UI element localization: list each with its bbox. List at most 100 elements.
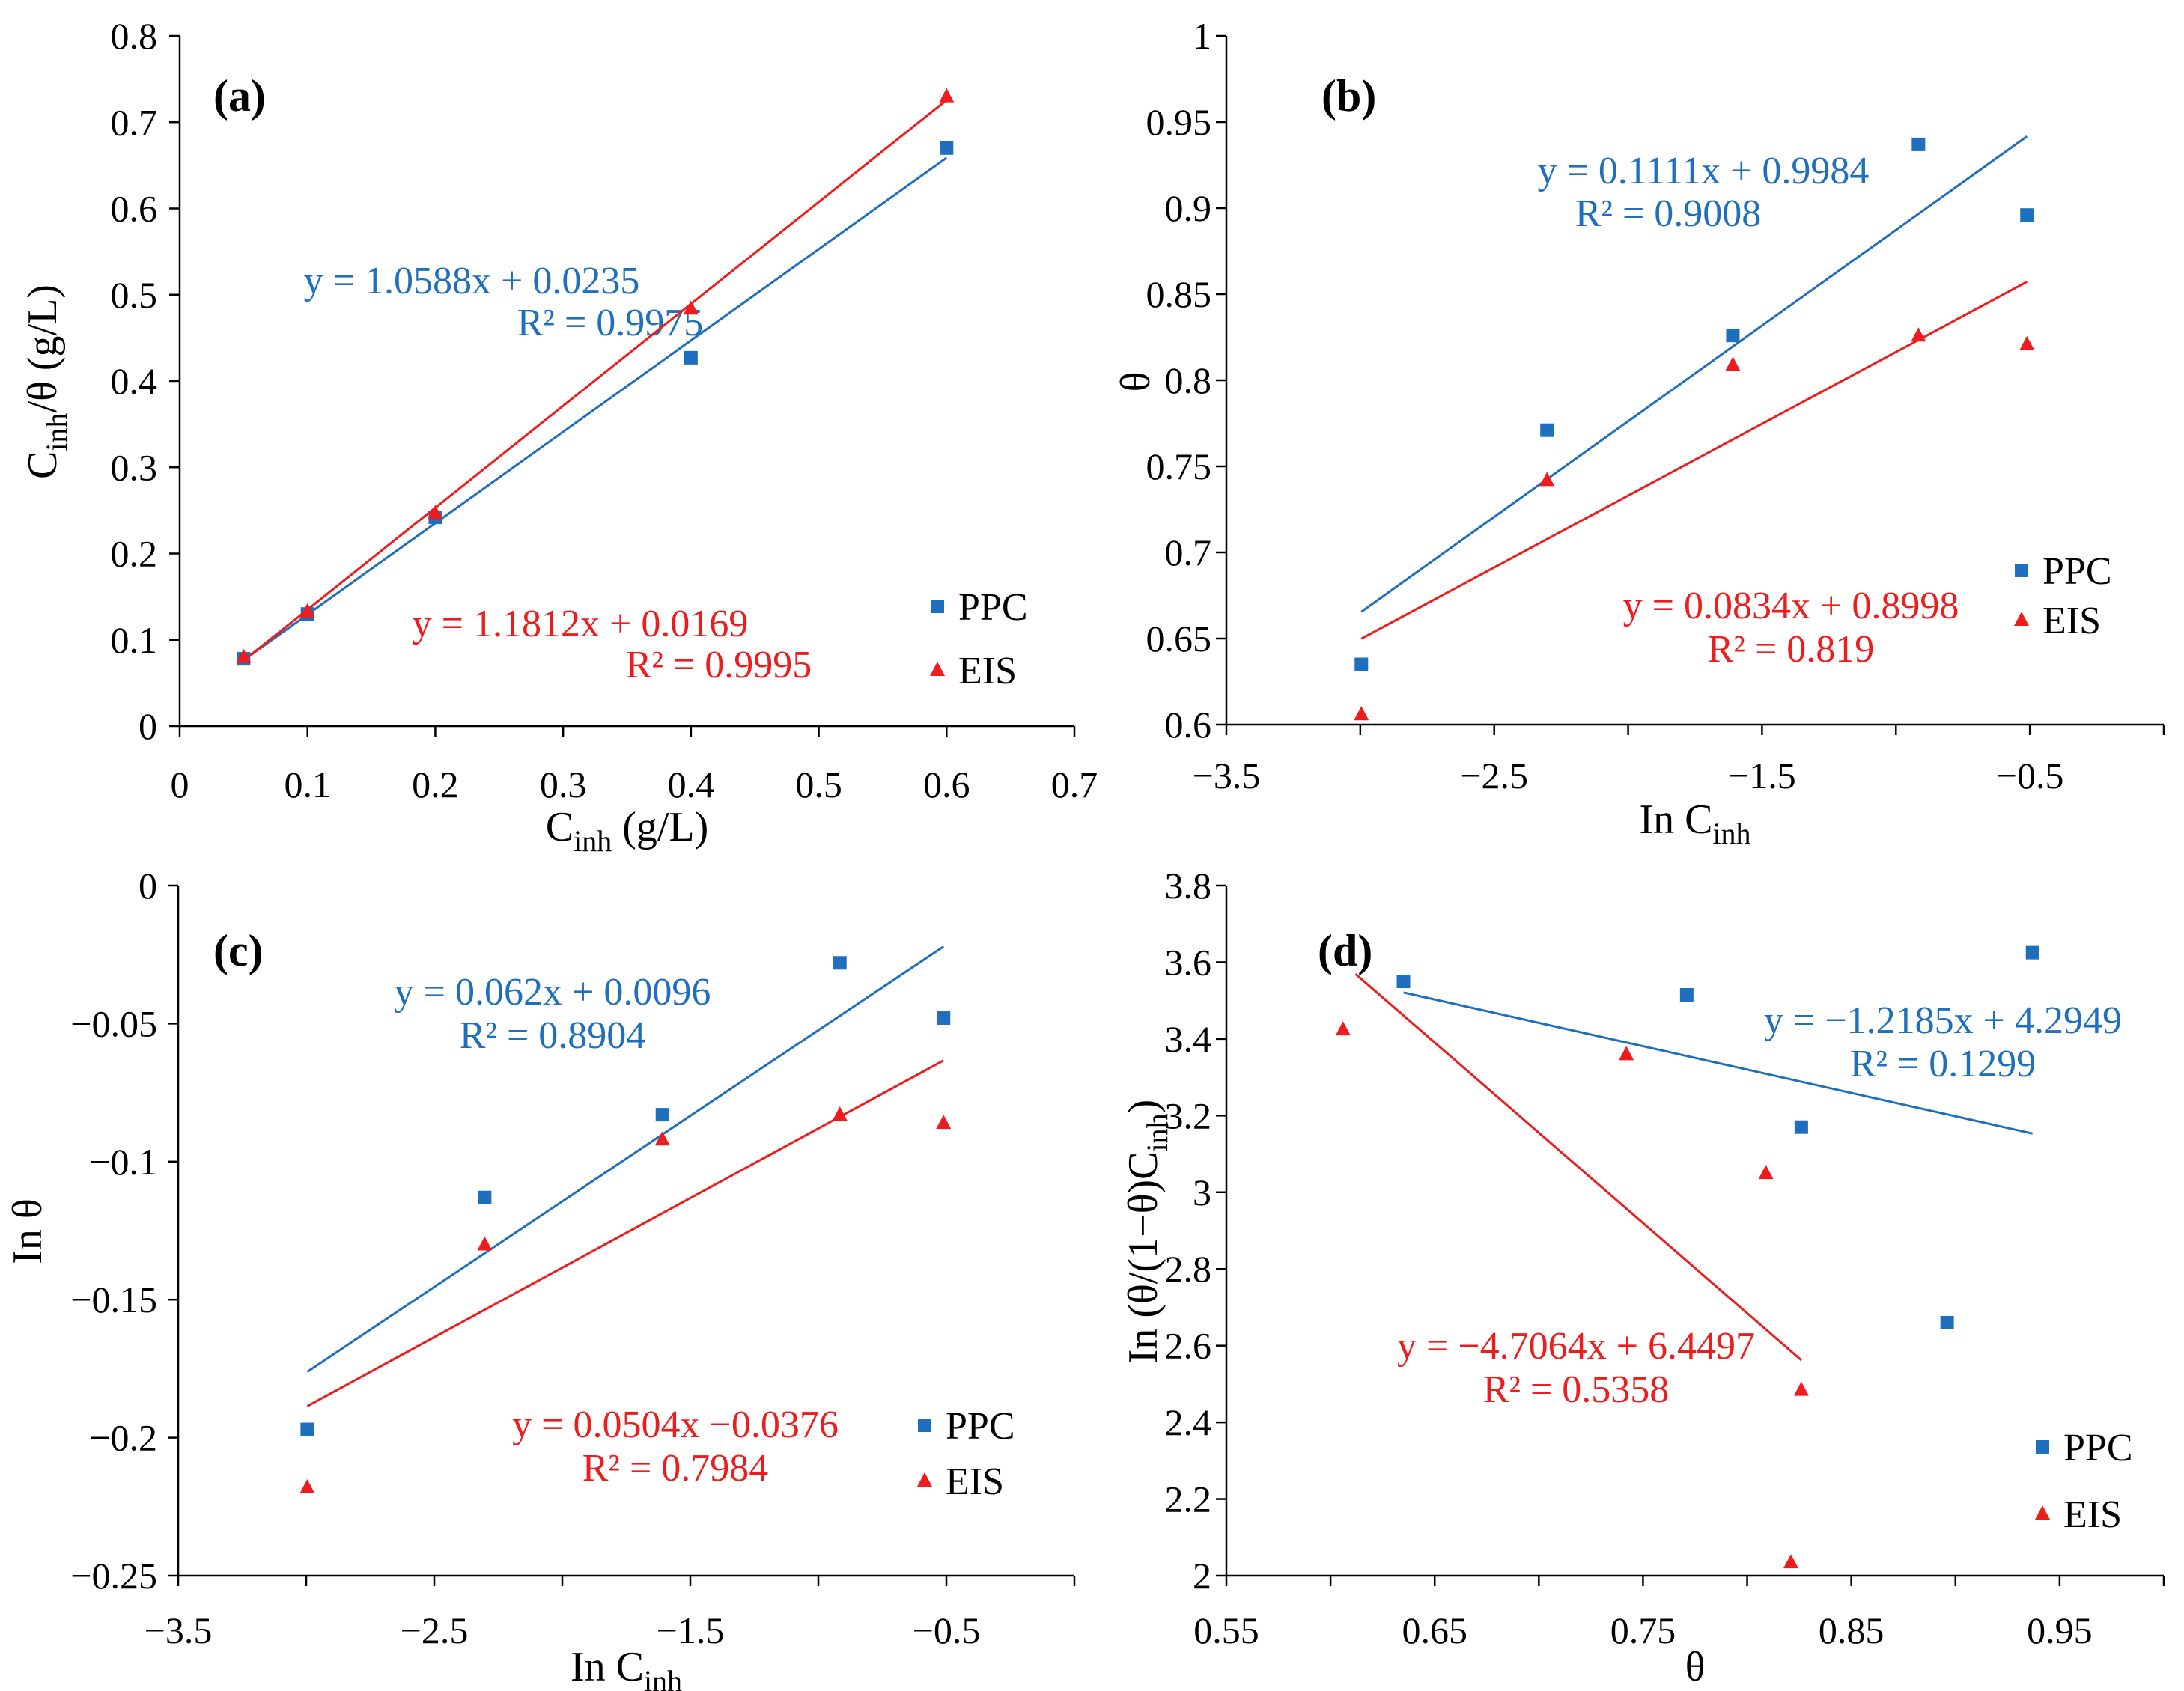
eis-r-squared: R² = 0.819 bbox=[1708, 628, 1875, 671]
eis-equation: y = 1.1812x + 0.0169 bbox=[413, 603, 749, 645]
panel-label: (a) bbox=[213, 71, 266, 121]
legend-marker-ppc bbox=[2036, 1440, 2049, 1454]
legend-label-eis: EIS bbox=[2063, 1493, 2122, 1536]
eis-equation: y = 0.0834x + 0.8998 bbox=[1623, 585, 1959, 627]
ppc-equation: y = 0.1111x + 0.9984 bbox=[1538, 150, 1870, 192]
y-tick-label: 0.6 bbox=[1165, 704, 1212, 746]
y-axis-title: In (θ/(1−θ)Cinh) bbox=[1120, 1100, 1174, 1364]
legend: PPC EIS bbox=[930, 586, 1028, 692]
y-tick-label: 3.4 bbox=[1165, 1018, 1212, 1060]
ppc-point bbox=[684, 350, 698, 365]
panel-b: −3.5 −2.5 −1.5 −0.5 0.6 0.65 0.7 0.75 0.8 0.85 0.9… bbox=[1113, 15, 2165, 850]
legend-marker-ppc bbox=[2015, 564, 2028, 577]
y-tick-label: 0.75 bbox=[1146, 445, 1212, 487]
ppc-point bbox=[2025, 945, 2039, 960]
eis-point bbox=[1783, 1554, 1798, 1569]
x-axis-title: In Cinh bbox=[571, 1644, 682, 1691]
eis-point bbox=[477, 1236, 493, 1251]
legend-label-eis: EIS bbox=[2042, 600, 2101, 642]
x-axis-title-rest: (g/L) bbox=[612, 804, 708, 850]
y-axis-title-main: C bbox=[19, 451, 66, 479]
y-tick-label: 2.8 bbox=[1165, 1248, 1212, 1290]
y-tick-label: 0.3 bbox=[111, 446, 158, 488]
x-tick-label: −2.5 bbox=[1460, 755, 1528, 796]
eis-point bbox=[299, 603, 315, 618]
ppc-point bbox=[2020, 208, 2034, 222]
eis-r-squared: R² = 0.9995 bbox=[626, 644, 812, 686]
eis-point bbox=[832, 1106, 848, 1121]
ppc-r-squared: R² = 0.8904 bbox=[460, 1014, 646, 1057]
x-tick-label: −3.5 bbox=[1193, 755, 1261, 796]
ppc-trendline bbox=[243, 156, 948, 662]
y-tick-label: 0.65 bbox=[1146, 618, 1212, 659]
panel-c: −3.5 −2.5 −1.5 −0.5 −0.25 −0.2 −0.15 −0.1 −0.05 0… bbox=[4, 865, 1076, 1691]
ppc-r-squared: R² = 0.9008 bbox=[1575, 192, 1762, 235]
legend-marker-eis bbox=[2014, 612, 2029, 626]
x-tick-label: 0.85 bbox=[1819, 1609, 1885, 1651]
x-axis-title-subscript: inh bbox=[1712, 817, 1750, 850]
legend-label-ppc: PPC bbox=[946, 1405, 1015, 1448]
y-axis-title: Cinh/θ (g/L) bbox=[19, 284, 73, 479]
ppc-point bbox=[300, 1422, 314, 1436]
panel-label: (b) bbox=[1321, 71, 1376, 121]
y-tick-label: 0 bbox=[139, 865, 157, 907]
y-axis-title-rest: /θ (g/L) bbox=[19, 284, 66, 412]
ppc-point bbox=[655, 1108, 669, 1122]
ppc-point bbox=[1540, 423, 1554, 437]
y-axis-title-subscript: inh bbox=[40, 412, 73, 451]
x-axis-title-main: θ bbox=[1685, 1644, 1706, 1690]
y-tick-label: 1 bbox=[1193, 15, 1211, 57]
legend-marker-eis bbox=[2035, 1505, 2050, 1520]
ppc-point bbox=[1794, 1120, 1808, 1134]
x-tick-label: 0.2 bbox=[412, 764, 459, 805]
eis-point bbox=[2019, 335, 2035, 350]
panel-d: 0.55 0.65 0.75 0.85 0.95 2 2.2 2.4 2.6 2.8 3 3.2 3.4… bbox=[1120, 865, 2165, 1690]
ppc-trendline bbox=[1360, 135, 2028, 613]
y-axis-title-main: In (θ/(1−θ)C bbox=[1120, 1152, 1166, 1364]
eis-point bbox=[939, 88, 955, 103]
y-tick-label: 0.8 bbox=[1165, 359, 1212, 401]
legend-marker-eis bbox=[930, 662, 945, 676]
eis-point bbox=[236, 648, 252, 663]
y-axis-title-subscript: inh bbox=[1140, 1113, 1174, 1151]
eis-equation: y = −4.7064x + 6.4497 bbox=[1397, 1325, 1755, 1368]
legend: PPC EIS bbox=[917, 1405, 1015, 1503]
y-tick-label: 0.7 bbox=[111, 101, 158, 143]
x-tick-label: 0.95 bbox=[2027, 1609, 2093, 1651]
x-tick-label: 0.3 bbox=[540, 764, 587, 805]
x-tick-label: 0.65 bbox=[1402, 1609, 1467, 1651]
ppc-r-squared: R² = 0.9975 bbox=[517, 302, 704, 344]
x-tick-label: −0.5 bbox=[1996, 755, 2064, 796]
x-axis-title: In Cinh bbox=[1639, 796, 1750, 850]
ppc-point bbox=[937, 1011, 951, 1026]
ppc-point bbox=[833, 956, 847, 970]
y-tick-label: 0.1 bbox=[111, 619, 158, 661]
eis-point bbox=[299, 1478, 315, 1493]
y-tick-label: 0.8 bbox=[111, 15, 158, 57]
y-tick-label: 0.85 bbox=[1146, 273, 1212, 315]
x-tick-label: 0.6 bbox=[923, 764, 970, 805]
legend: PPC EIS bbox=[2035, 1427, 2133, 1536]
eis-point bbox=[1758, 1165, 1774, 1180]
ppc-trendline bbox=[1403, 991, 2034, 1135]
y-axis-title: In θ bbox=[4, 1198, 51, 1264]
y-axis-title: θ bbox=[1113, 372, 1159, 392]
eis-point bbox=[1725, 356, 1741, 371]
y-axis-title-rest: ) bbox=[1120, 1100, 1166, 1114]
panel-label: (d) bbox=[1318, 926, 1372, 975]
y-tick-label: 0.6 bbox=[111, 188, 158, 230]
ppc-point bbox=[1726, 329, 1740, 343]
ppc-point bbox=[1911, 137, 1926, 151]
legend-label-ppc: PPC bbox=[958, 586, 1028, 629]
eis-point bbox=[1793, 1381, 1809, 1396]
x-axis-title: Cinh (g/L) bbox=[546, 804, 709, 858]
y-tick-label: 3.8 bbox=[1165, 865, 1212, 907]
y-tick-label: −0.15 bbox=[70, 1279, 157, 1320]
x-tick-label: 0.7 bbox=[1051, 764, 1098, 805]
eis-trendline bbox=[306, 1059, 944, 1407]
